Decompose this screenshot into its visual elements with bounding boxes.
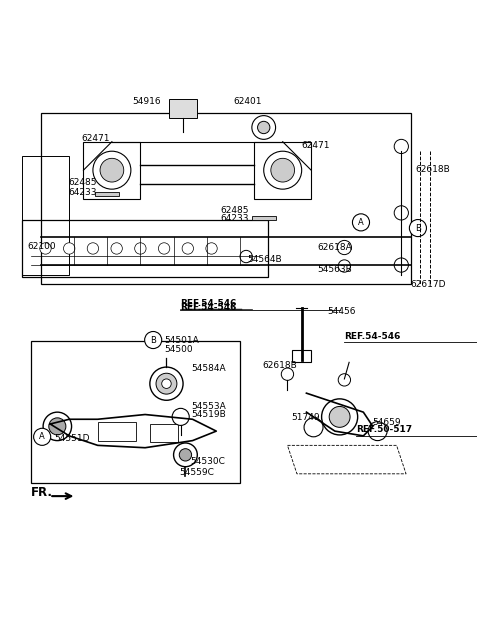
Text: 62485: 62485 [68, 178, 96, 187]
Text: 54559C: 54559C [180, 468, 215, 477]
Text: 54501A: 54501A [164, 336, 199, 345]
Circle shape [329, 406, 350, 428]
Text: 54530C: 54530C [190, 457, 225, 466]
Circle shape [135, 243, 146, 254]
Text: 54916: 54916 [132, 97, 161, 106]
Text: 54553A: 54553A [192, 402, 227, 411]
Circle shape [162, 379, 171, 388]
Text: 54564B: 54564B [248, 255, 282, 264]
Bar [96, 192, 119, 196]
Circle shape [150, 367, 183, 401]
Text: 54563B: 54563B [317, 265, 352, 274]
Circle shape [352, 214, 370, 231]
Circle shape [111, 243, 122, 254]
Text: A: A [39, 432, 45, 441]
Circle shape [156, 374, 177, 394]
Circle shape [252, 116, 276, 139]
Text: 62617D: 62617D [411, 279, 446, 289]
Text: 51749: 51749 [291, 413, 320, 422]
Circle shape [63, 243, 75, 254]
Circle shape [281, 368, 294, 381]
Circle shape [338, 374, 350, 386]
Circle shape [87, 243, 98, 254]
Circle shape [158, 243, 170, 254]
Circle shape [34, 428, 51, 446]
Circle shape [368, 422, 387, 440]
Circle shape [394, 139, 408, 153]
Text: 64233: 64233 [220, 214, 249, 223]
Bar [254, 142, 311, 198]
Bar [84, 142, 140, 198]
Circle shape [338, 260, 350, 272]
Circle shape [394, 206, 408, 220]
Bar [252, 216, 276, 220]
Bar [169, 99, 197, 118]
Circle shape [49, 418, 66, 435]
Text: 62401: 62401 [233, 97, 262, 106]
Circle shape [182, 243, 193, 254]
Circle shape [304, 418, 323, 437]
Text: B: B [150, 336, 156, 345]
Circle shape [172, 408, 189, 426]
Text: 62485: 62485 [220, 205, 249, 214]
Circle shape [100, 158, 124, 182]
Circle shape [93, 151, 131, 189]
Bar [22, 220, 268, 278]
Text: 62618A: 62618A [317, 243, 352, 252]
Circle shape [271, 158, 295, 182]
Bar [41, 113, 411, 284]
Circle shape [174, 443, 197, 467]
Circle shape [409, 220, 426, 236]
Text: 62618B: 62618B [263, 361, 298, 370]
Text: REF.54-546: REF.54-546 [344, 332, 401, 341]
Text: 62471: 62471 [81, 134, 109, 143]
Bar [22, 156, 69, 274]
Text: REF.50-517: REF.50-517 [356, 425, 412, 434]
Circle shape [337, 240, 351, 254]
Text: 54519B: 54519B [192, 410, 227, 419]
Circle shape [40, 243, 51, 254]
Text: 62618B: 62618B [416, 165, 450, 174]
Circle shape [264, 151, 301, 189]
Text: 54551D: 54551D [54, 434, 89, 442]
Bar [97, 422, 136, 440]
Text: 62471: 62471 [301, 140, 330, 149]
Text: 54456: 54456 [328, 307, 356, 316]
Text: FR.: FR. [31, 486, 53, 499]
Circle shape [240, 251, 252, 263]
Bar [31, 341, 240, 483]
Bar [292, 350, 311, 363]
Circle shape [206, 243, 217, 254]
Text: A: A [358, 218, 364, 227]
Circle shape [144, 332, 162, 348]
Text: B: B [415, 223, 421, 232]
Text: 62100: 62100 [27, 242, 56, 251]
Circle shape [258, 121, 270, 134]
Text: REF.54-546: REF.54-546 [180, 299, 236, 308]
Text: 54659: 54659 [372, 418, 400, 427]
Text: 54500: 54500 [164, 345, 192, 354]
Text: 64233: 64233 [68, 188, 96, 197]
Circle shape [322, 399, 358, 435]
Text: REF.54-546: REF.54-546 [180, 303, 236, 312]
Bar [150, 424, 179, 442]
Circle shape [179, 449, 192, 461]
Circle shape [43, 412, 72, 440]
Circle shape [394, 258, 408, 272]
Text: 54584A: 54584A [192, 364, 226, 373]
